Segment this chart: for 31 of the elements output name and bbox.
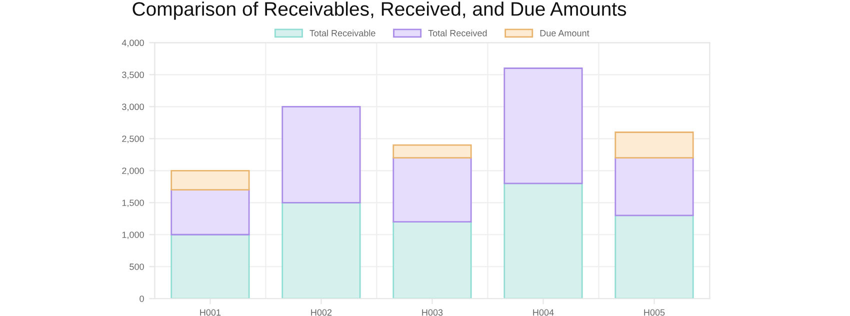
- x-tick-label: H003: [422, 309, 443, 316]
- y-tick-label: 0: [140, 296, 144, 302]
- x-tick-label: H004: [533, 309, 554, 316]
- y-tick-label: 500: [130, 264, 144, 270]
- bar: [282, 106, 361, 204]
- legend-label: Total Received: [428, 30, 487, 36]
- y-tick-label: 1,500: [122, 200, 144, 208]
- y-tick-label: 3,000: [122, 104, 144, 112]
- legend-label: Due Amount: [540, 30, 590, 36]
- x-tick-label: H002: [311, 309, 332, 316]
- legend-label: Total Receivable: [310, 30, 376, 36]
- x-tick-label: H001: [200, 309, 221, 316]
- bar: [170, 189, 250, 236]
- bar: [282, 202, 361, 299]
- chart-title: Comparison of Receivables, Received, and Due Amounts: [132, 2, 626, 20]
- bar: [392, 221, 472, 299]
- y-tick-label: 2,000: [122, 168, 144, 176]
- y-tick-label: 1,000: [122, 232, 144, 240]
- bar: [392, 157, 472, 223]
- y-tick-label: 2,500: [122, 136, 144, 144]
- bar: [170, 170, 250, 191]
- bar: [170, 234, 250, 299]
- y-tick-label: 4,000: [122, 40, 144, 48]
- bar: [614, 157, 694, 216]
- bar: [614, 132, 694, 159]
- y-tick-label: 3,500: [122, 72, 144, 80]
- bar: [504, 68, 583, 184]
- x-tick-label: H005: [644, 309, 665, 316]
- bar: [614, 214, 694, 299]
- bar: [504, 182, 583, 299]
- bar: [392, 144, 472, 159]
